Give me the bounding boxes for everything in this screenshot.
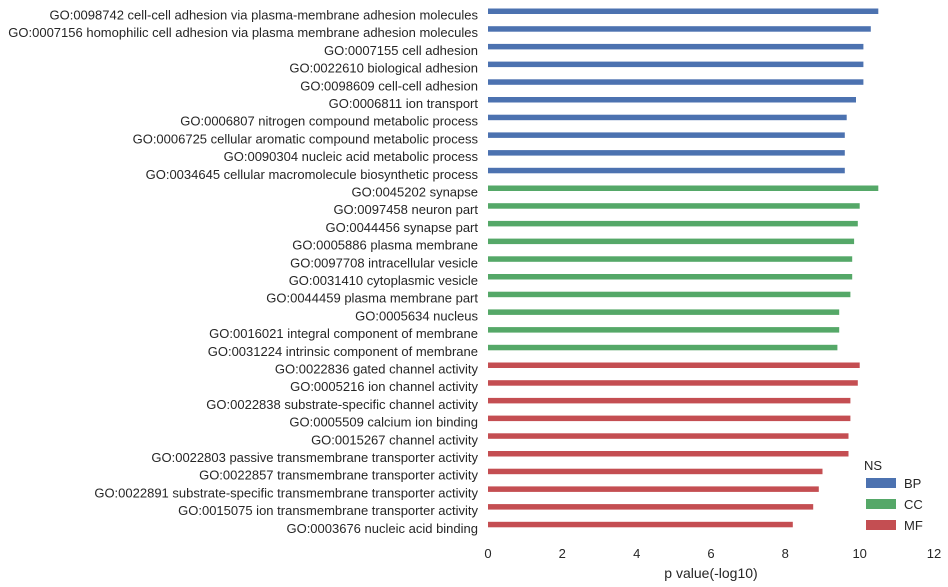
bar-bp-go-0006807 [488,114,847,121]
category-label: GO:0006807 nitrogen compound metabolic p… [180,114,478,129]
bar-mf-go-0022891 [488,486,819,492]
x-tick-label: 6 [707,546,714,561]
bar-mf-go-0022803 [488,451,849,457]
x-tick-label: 2 [559,546,566,561]
category-label: GO:0098742 cell-cell adhesion via plasma… [49,8,478,23]
x-tick-label: 8 [782,546,789,561]
legend-swatch-mf [866,520,896,530]
legend-label-cc: CC [904,497,923,512]
category-label: GO:0022891 substrate-specific transmembr… [94,485,478,500]
legend-label-mf: MF [904,518,923,533]
bar-mf-go-0003676 [488,521,793,528]
bar-bp-go-0006725 [488,132,845,138]
bar-bp-go-0007155 [488,43,864,50]
legend-label-bp: BP [904,476,921,491]
category-label: GO:0031410 cytoplasmic vesicle [289,273,478,288]
bar-cc-go-0044456 [488,220,858,227]
bar-cc-go-0031410 [488,274,853,280]
bar-cc-go-0097458 [488,203,860,209]
bar-cc-go-0005634 [488,309,840,315]
category-label: GO:0007155 cell adhesion [324,43,478,58]
x-tick-label: 0 [484,546,491,561]
category-label: GO:0097458 neuron part [333,202,478,217]
bar-mf-go-0005216 [488,380,858,386]
category-label: GO:0044456 synapse part [326,220,479,235]
bar-bp-go-0098742 [488,8,879,14]
legend-title: NS [864,458,882,473]
category-label: GO:0005216 ion channel activity [290,379,478,394]
bar-mf-go-0015075 [488,504,814,510]
bar-mf-go-0022838 [488,397,851,404]
x-tick-label: 10 [852,546,866,561]
x-axis-ticks: 0 2 4 6 8 10 12 [484,546,941,561]
category-label: GO:0022838 substrate-specific channel ac… [206,397,478,412]
category-label: GO:0022857 transmembrane transporter act… [199,468,478,483]
category-label: GO:0015267 channel activity [311,432,478,447]
x-tick-label: 4 [633,546,640,561]
bar-bp-go-0090304 [488,150,845,156]
category-label: GO:0034645 cellular macromolecule biosyn… [146,167,479,182]
category-label: GO:0098609 cell-cell adhesion [300,78,478,93]
category-label: GO:0005886 plasma membrane [292,238,478,253]
category-label: GO:0045202 synapse [352,185,478,200]
category-label: GO:0022803 passive transmembrane transpo… [151,450,478,465]
bar-cc-go-0005886 [488,238,855,245]
x-axis-label: p value(-log10) [664,565,757,581]
legend: NS BP CC MF [864,458,923,533]
bar-bp-go-0022610 [488,61,864,68]
bar-cc-go-0016021 [488,327,840,333]
category-label: GO:0003676 nucleic acid binding [286,521,478,536]
bar-mf-go-0015267 [488,433,849,439]
bar-bp-go-0098609 [488,79,864,85]
category-label: GO:0006725 cellular aromatic compound me… [133,131,479,146]
bar-cc-go-0044459 [488,291,851,298]
bars-group [488,8,879,528]
category-label: GO:0016021 integral component of membran… [209,326,478,341]
bar-mf-go-0022857 [488,468,823,475]
category-label: GO:0015075 ion transmembrane transporter… [178,503,478,518]
bar-bp-go-0034645 [488,167,845,174]
category-label: GO:0044459 plasma membrane part [266,291,478,306]
category-label: GO:0090304 nucleic acid metabolic proces… [224,149,479,164]
bar-cc-go-0031224 [488,344,838,351]
category-label: GO:0031224 intrinsic component of membra… [208,344,478,359]
category-label: GO:0097708 intracellular vesicle [290,255,478,270]
category-label: GO:0022610 biological adhesion [289,61,478,76]
bar-cc-go-0097708 [488,256,853,262]
bar-bp-go-0006811 [488,97,856,103]
legend-swatch-bp [866,478,896,488]
category-label: GO:0005634 nucleus [355,308,478,323]
bar-mf-go-0005509 [488,415,851,422]
x-tick-label: 12 [927,546,941,561]
category-label: GO:0006811 ion transport [329,96,479,111]
category-labels: GO:0098742 cell-cell adhesion via plasma… [8,8,478,536]
category-label: GO:0022836 gated channel activity [275,362,479,377]
bar-cc-go-0045202 [488,185,879,191]
bar-mf-go-0022836 [488,362,860,368]
category-label: GO:0005509 calcium ion binding [289,415,478,430]
legend-swatch-cc [866,499,896,509]
category-label: GO:0007156 homophilic cell adhesion via … [8,25,478,40]
bar-bp-go-0007156 [488,26,871,32]
